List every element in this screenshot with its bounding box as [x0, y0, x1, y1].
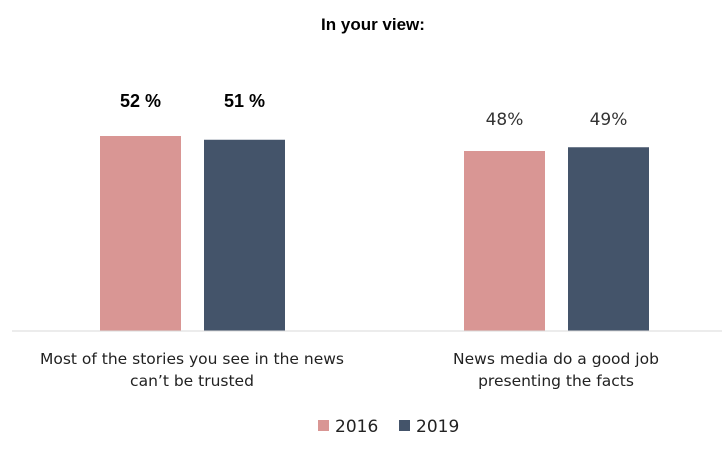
category-label-2-line-2: presenting the facts	[478, 372, 634, 390]
legend-swatch-2016	[318, 420, 329, 431]
legend-label-2016: 2016	[335, 417, 378, 437]
legend-label-2019: 2019	[416, 417, 459, 437]
category-label-1-line-2: can’t be trusted	[130, 372, 254, 390]
value-label-2019-1: 51 %	[224, 91, 265, 111]
category-label-2-line-1: News media do a good job	[453, 350, 659, 368]
legend: 2016 2019	[318, 417, 459, 437]
bar-2016-2	[464, 151, 545, 331]
value-label-2016-1: 52 %	[120, 91, 161, 111]
chart-title: In your view:	[321, 15, 425, 34]
category-labels-group: Most of the stories you see in the news c…	[40, 350, 659, 390]
category-label-1-line-1: Most of the stories you see in the news	[40, 350, 344, 368]
bar-2019-2	[568, 147, 649, 331]
value-labels-group: 52 % 51 % 48% 49%	[120, 91, 627, 130]
legend-swatch-2019	[399, 420, 410, 431]
bars-group	[100, 136, 649, 331]
value-label-2016-2: 48%	[486, 110, 524, 130]
bar-2019-1	[204, 139, 285, 331]
bar-2016-1	[100, 136, 181, 331]
value-label-2019-2: 49%	[590, 110, 628, 130]
